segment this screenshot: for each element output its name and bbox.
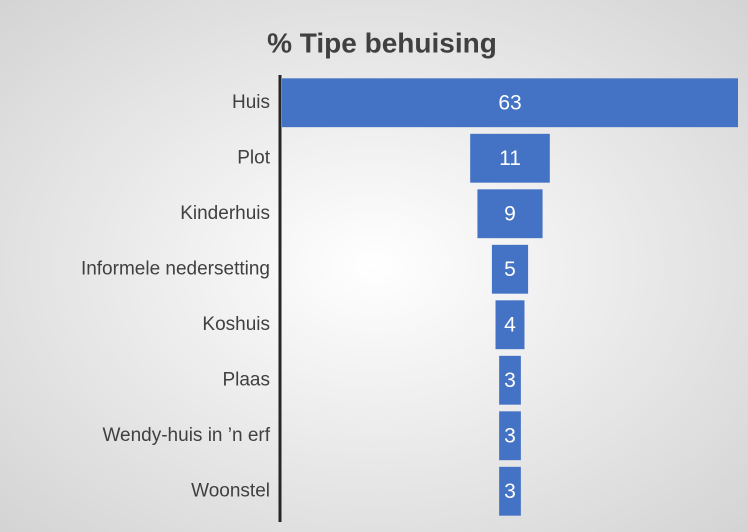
data-label: 63 — [498, 91, 521, 114]
chart-title: % Tipe behuising — [267, 27, 497, 58]
data-label: 3 — [504, 369, 516, 392]
data-label: 9 — [504, 202, 516, 225]
data-label: 3 — [504, 424, 516, 447]
category-label: Plaas — [222, 369, 270, 390]
bar — [499, 411, 521, 461]
bar — [477, 189, 543, 239]
data-label: 3 — [504, 480, 516, 503]
bar — [499, 355, 521, 405]
category-label: Woonstel — [191, 480, 270, 501]
bar — [499, 466, 521, 516]
category-label: Kinderhuis — [180, 203, 270, 224]
bar — [495, 300, 525, 350]
category-label: Koshuis — [202, 314, 270, 335]
data-label: 11 — [499, 147, 521, 170]
data-label: 5 — [504, 258, 516, 281]
category-label: Huis — [232, 92, 270, 113]
category-label: Wendy-huis in ’n erf — [102, 425, 270, 446]
bar — [470, 133, 550, 183]
bar — [282, 78, 738, 128]
data-label: 4 — [504, 313, 516, 336]
category-label: Plot — [237, 147, 270, 168]
bar — [491, 244, 529, 294]
category-label: Informele nedersetting — [81, 258, 270, 279]
